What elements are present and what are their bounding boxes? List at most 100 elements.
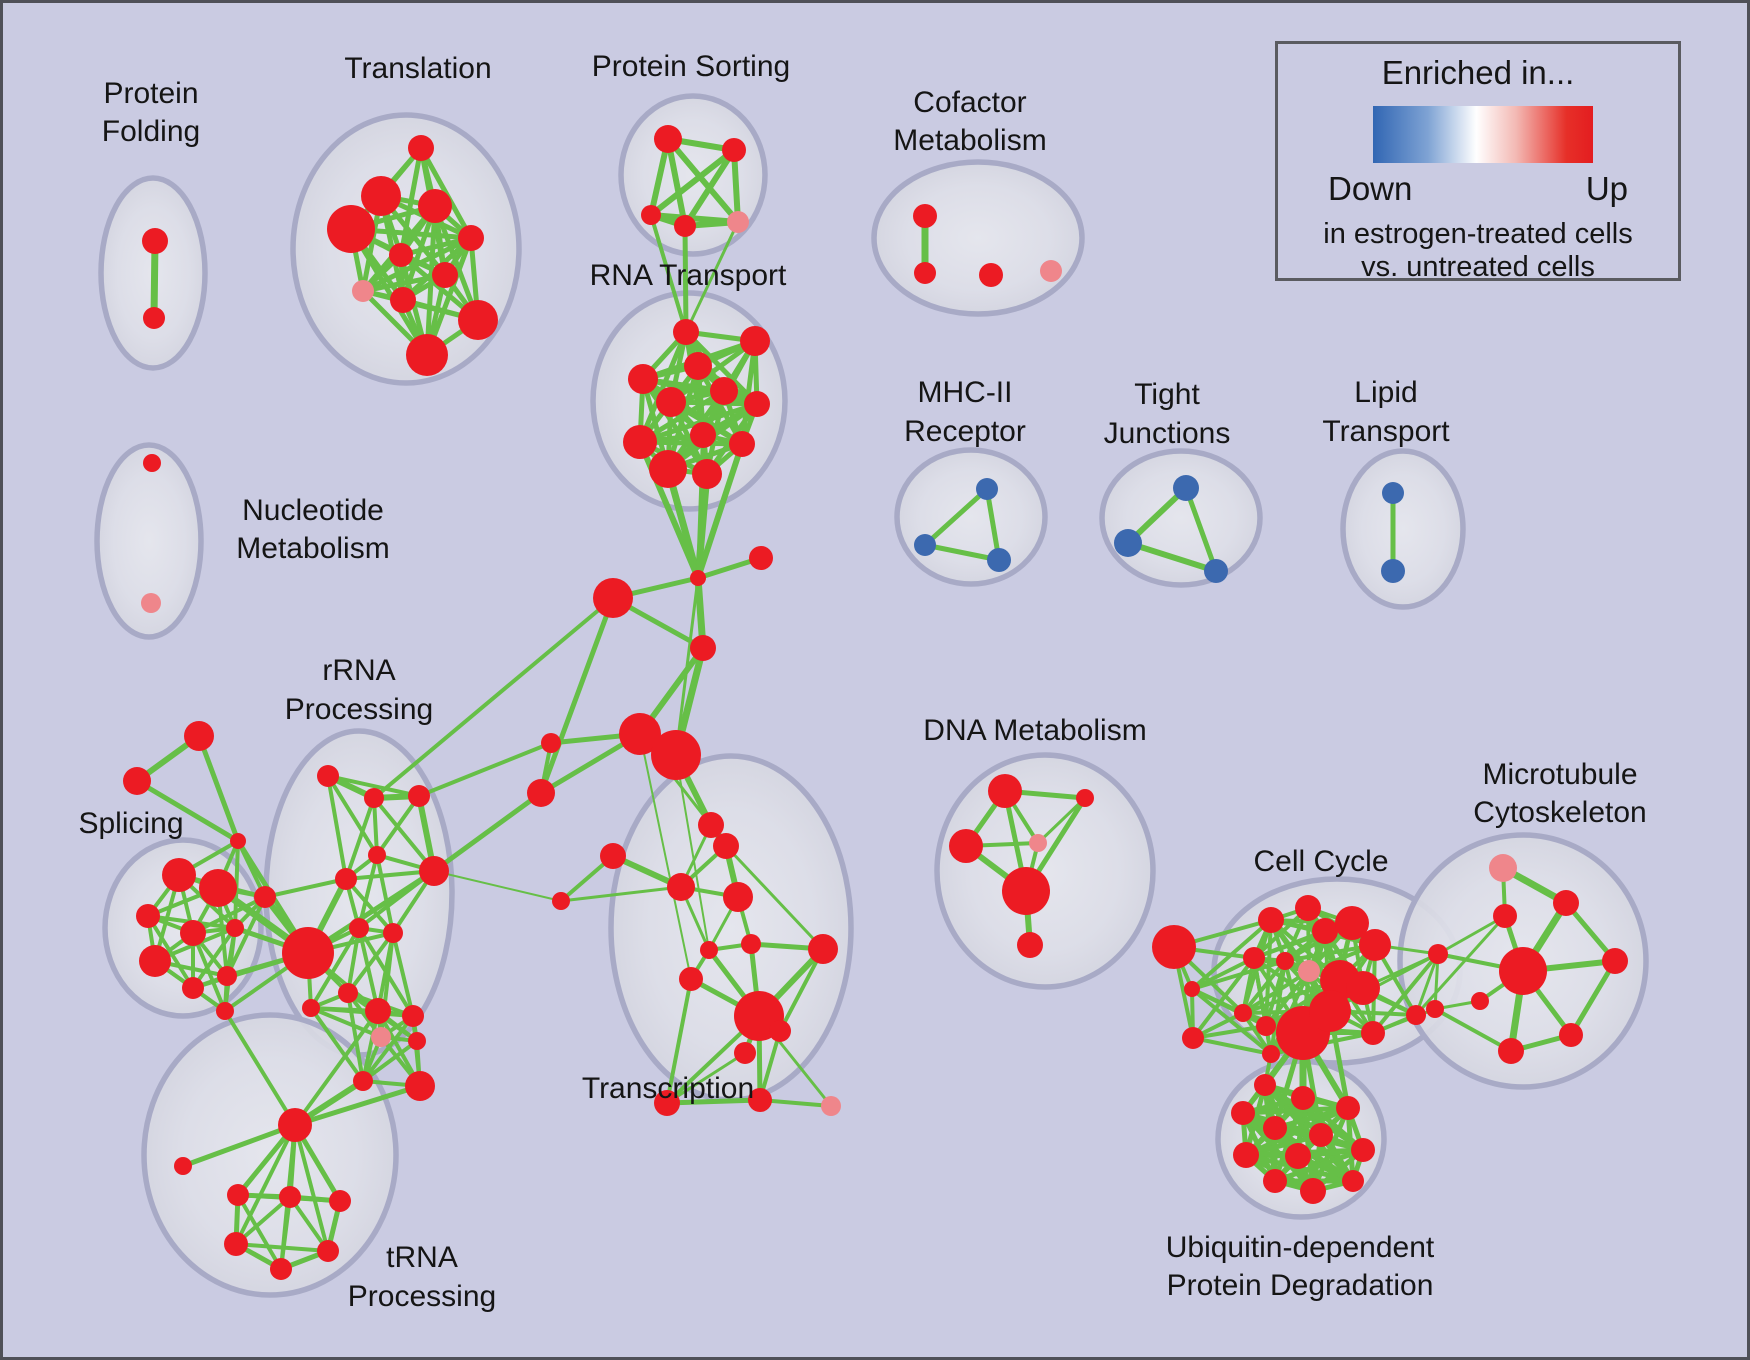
legend-description-line2: vs. untreated cells <box>1361 251 1595 283</box>
edge <box>344 796 376 881</box>
edge <box>1241 959 1287 1015</box>
cluster-label-lipid: Transport <box>1322 415 1450 448</box>
edge <box>637 439 745 447</box>
cluster-label-dna: DNA Metabolism <box>923 714 1146 747</box>
edge <box>263 877 348 899</box>
gene-set-node-translation <box>418 189 452 223</box>
gene-set-node-cell_cycle <box>1184 981 1200 997</box>
gene-set-node-splicing <box>199 869 237 907</box>
edge <box>1371 952 1440 1035</box>
gene-set-node-splicing <box>254 886 276 908</box>
gene-set-node-cell_cycle <box>1243 947 1265 969</box>
gene-set-node-translation <box>389 243 413 267</box>
edge <box>984 486 1002 563</box>
cluster-ellipse-tight <box>1099 448 1263 588</box>
gene-set-node-mhc <box>976 478 998 500</box>
cluster-label-nucleotide: Metabolism <box>236 532 389 565</box>
gene-set-node-ubiquitin <box>1285 1143 1311 1169</box>
edge <box>292 1083 423 1128</box>
edge <box>1191 1036 1273 1056</box>
gene-set-node-splicing <box>226 919 244 937</box>
gene-set-node-rna_transport <box>656 387 686 417</box>
edge <box>922 486 990 548</box>
gene-set-node-dna <box>1029 834 1047 852</box>
edge <box>375 794 421 857</box>
gene-set-node-rna_transport <box>729 431 755 457</box>
cluster-label-trna: tRNA <box>386 1241 458 1274</box>
gene-set-node-rna_transport <box>710 377 738 405</box>
gene-set-node-microtubule <box>1498 1038 1524 1064</box>
edge <box>665 1051 747 1105</box>
edge <box>309 1006 415 1018</box>
edge <box>134 778 241 844</box>
gene-set-node-mhc <box>987 548 1011 572</box>
gene-set-node-rrna <box>349 918 369 938</box>
cluster-label-microtubule: Cytoskeleton <box>1473 796 1646 829</box>
gene-set-node-cell_cycle <box>1276 952 1294 970</box>
gene-set-node-cell_cycle <box>1295 895 1321 921</box>
edge <box>431 790 544 874</box>
edge <box>675 754 710 951</box>
gene-set-node-rna_transport <box>673 319 699 345</box>
gene-set-node-cofactor <box>979 263 1003 287</box>
gene-set-node-rrna <box>317 765 339 787</box>
edge <box>639 733 692 980</box>
edge <box>640 376 760 407</box>
gene-set-node-ubiquitin <box>1254 1074 1276 1096</box>
gene-set-node-transcription <box>700 941 718 959</box>
cluster-label-ubiquitin: Protein Degradation <box>1167 1269 1434 1302</box>
edge <box>648 147 737 218</box>
edge <box>1190 959 1287 991</box>
gene-set-node-microtubule <box>1471 992 1489 1010</box>
edge <box>682 223 689 335</box>
gene-set-node-rrna <box>364 788 384 808</box>
edge <box>361 1039 419 1083</box>
gene-set-node-translation <box>458 225 484 251</box>
gene-set-node-cell_cycle <box>1262 1045 1280 1063</box>
cluster-label-cofactor: Cofactor <box>913 86 1026 119</box>
gene-set-node-cofactor <box>913 204 937 228</box>
gene-set-node-microtubule <box>1602 948 1628 974</box>
gene-set-node-mhc <box>914 534 936 556</box>
edge <box>360 272 448 294</box>
gene-set-node-tight <box>1173 475 1199 501</box>
edge <box>1190 987 1273 1056</box>
gene-set-node-transcription <box>667 873 695 901</box>
gene-set-node-rna_transport <box>628 364 658 394</box>
cluster-label-translation: Translation <box>344 52 491 85</box>
edge <box>665 136 741 225</box>
edge <box>433 870 562 902</box>
gene-set-node-rna_transport <box>740 326 770 356</box>
gene-set-node-splicing <box>182 977 204 999</box>
gene-set-node-transcription <box>679 967 703 991</box>
gene-set-node-dna <box>1017 932 1043 958</box>
gene-set-node-microtubule <box>1489 854 1517 882</box>
gene-set-node-rna_transport <box>684 352 712 380</box>
cluster-label-mhc: Receptor <box>904 415 1026 448</box>
gene-set-node-rrna <box>402 1005 424 1027</box>
edge <box>1436 914 1507 956</box>
gene-set-node-chain <box>651 730 701 780</box>
gene-set-node-chain <box>690 570 706 586</box>
gene-set-node-splicing <box>184 721 214 751</box>
edge <box>649 213 688 334</box>
cluster-label-tight: Junctions <box>1104 417 1231 450</box>
gene-set-node-protein_sorting <box>722 138 746 162</box>
gene-set-node-cell_cycle <box>1256 1016 1276 1036</box>
legend-gradient-bar <box>1373 106 1593 163</box>
edge <box>724 844 825 951</box>
cluster-label-lipid: Lipid <box>1354 376 1417 409</box>
edge <box>346 926 361 995</box>
legend-down-label: Down <box>1328 170 1413 207</box>
edge <box>293 1123 330 1253</box>
edge <box>223 1009 297 1127</box>
gene-set-node-trna <box>279 1186 301 1208</box>
gene-set-node-ubiquitin <box>1231 1101 1255 1125</box>
edge <box>309 1006 365 1083</box>
edge <box>417 741 553 798</box>
cluster-label-protein_folding: Protein <box>103 77 198 110</box>
gene-set-node-trna <box>224 1232 248 1256</box>
gene-set-node-tight <box>1114 529 1142 557</box>
edge <box>1568 958 1618 1038</box>
